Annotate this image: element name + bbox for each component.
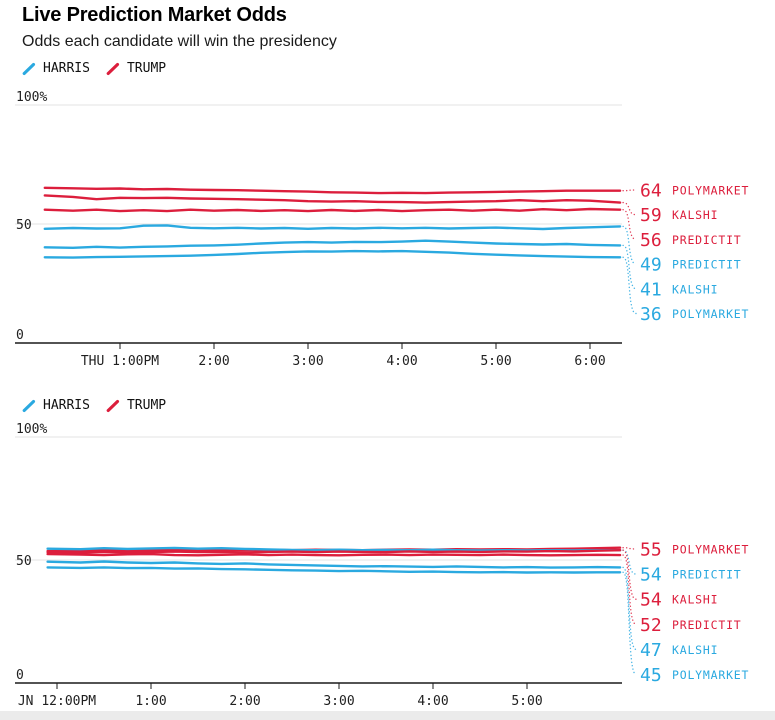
series-line-kalshi-trump	[46, 548, 622, 554]
market-name-label-predictit-harris: PREDICTIT	[672, 568, 742, 582]
market-name-label-kalshi-trump: KALSHI	[672, 593, 718, 607]
market-name-label-polymarket-trump: POLYMARKET	[672, 543, 749, 557]
x-tick-label: 3:00	[323, 694, 354, 709]
leader-line-polymarket-trump	[622, 547, 637, 550]
end-value-label-predictit-trump: 52	[640, 615, 662, 636]
leader-line-predictit-trump	[622, 209, 637, 241]
y-axis-label-0: 0	[16, 328, 24, 343]
harris-line-icon	[22, 62, 36, 75]
chart-top-prediction-odds: 100% 50 0 THU 1:00PM 2:00 3:00 4:00 5:00 6:00 64 P…	[15, 90, 749, 369]
end-value-label-polymarket-trump: 64	[640, 181, 662, 202]
x-tick-label: 2:00	[198, 354, 229, 369]
market-name-label-predictit-harris: PREDICTIT	[672, 258, 742, 272]
market-name-label-kalshi-harris: KALSHI	[672, 282, 718, 296]
y-axis-label-0: 0	[16, 668, 24, 683]
series-line-predictit-trump	[46, 552, 622, 557]
x-tick-label: 1:00	[135, 694, 166, 709]
end-value-label-kalshi-harris: 41	[640, 279, 662, 300]
leader-line-kalshi-trump	[622, 201, 637, 216]
x-tick-label: 2:00	[229, 694, 260, 709]
legend-label-harris: HARRIS	[43, 398, 90, 413]
legend-bottom-chart: HARRIS TRUMP	[22, 398, 166, 413]
footer-bar	[0, 711, 775, 720]
end-value-label-kalshi-trump: 59	[640, 205, 662, 226]
x-tick-label: JN 12:00PM	[18, 694, 96, 709]
harris-line-icon	[22, 399, 36, 412]
series-line-kalshi-harris	[46, 560, 622, 569]
y-axis-label-100: 100%	[16, 422, 47, 437]
series-line-kalshi-harris	[43, 239, 622, 250]
end-value-label-polymarket-trump: 55	[640, 540, 662, 561]
leader-line-polymarket-harris	[622, 571, 637, 676]
leader-line-kalshi-harris	[622, 566, 637, 651]
end-value-label-kalshi-trump: 54	[640, 590, 662, 611]
series-line-polymarket-trump	[43, 186, 622, 195]
legend-item-trump: TRUMP	[106, 398, 166, 413]
end-value-label-kalshi-harris: 47	[640, 640, 662, 661]
end-value-label-predictit-harris: 54	[640, 565, 662, 586]
series-line-predictit-harris	[43, 224, 622, 231]
series-line-polymarket-harris	[46, 566, 622, 574]
chart-bottom-prediction-odds: 100% 50 0 JN 12:00PM 1:00 2:00 3:00 4:00 5:00 55 P…	[15, 422, 749, 709]
legend-top-chart: HARRIS TRUMP	[22, 61, 166, 76]
legend-label-harris: HARRIS	[43, 61, 90, 76]
series-line-predictit-trump	[43, 207, 622, 213]
legend-label-trump: TRUMP	[126, 61, 167, 76]
end-value-label-polymarket-harris: 45	[640, 665, 662, 686]
x-tick-label: 6:00	[574, 354, 605, 369]
x-tick-label: 4:00	[417, 694, 448, 709]
x-tick-label: THU 1:00PM	[81, 354, 159, 369]
legend-item-trump: TRUMP	[106, 61, 166, 76]
market-name-label-kalshi-harris: KALSHI	[672, 643, 718, 657]
end-value-label-predictit-trump: 56	[640, 230, 662, 251]
market-name-label-predictit-trump: PREDICTIT	[672, 233, 742, 247]
page-subtitle: Odds each candidate will win the preside…	[22, 33, 337, 50]
series-line-polymarket-harris	[43, 249, 622, 259]
trump-line-icon	[106, 62, 120, 75]
market-name-label-polymarket-harris: POLYMARKET	[672, 307, 749, 321]
legend-item-harris: HARRIS	[22, 398, 90, 413]
leader-line-predictit-trump	[622, 554, 637, 625]
market-name-label-kalshi-trump: KALSHI	[672, 208, 718, 222]
page-title: Live Prediction Market Odds	[22, 4, 287, 26]
market-name-label-polymarket-harris: POLYMARKET	[672, 668, 749, 682]
trump-line-icon	[106, 399, 120, 412]
leader-line-polymarket-harris	[622, 256, 637, 315]
x-tick-label: 4:00	[386, 354, 417, 369]
y-axis-label-100: 100%	[16, 90, 47, 105]
end-value-label-predictit-harris: 49	[640, 255, 662, 276]
leader-line-predictit-harris	[622, 225, 637, 265]
end-value-label-polymarket-harris: 36	[640, 304, 662, 325]
legend-label-trump: TRUMP	[126, 398, 167, 413]
y-axis-label-50: 50	[16, 554, 32, 569]
market-name-label-predictit-trump: PREDICTIT	[672, 618, 742, 632]
x-tick-label: 5:00	[480, 354, 511, 369]
market-name-label-polymarket-trump: POLYMARKET	[672, 184, 749, 198]
leader-line-polymarket-trump	[622, 189, 637, 192]
leader-line-kalshi-harris	[622, 244, 637, 290]
legend-item-harris: HARRIS	[22, 61, 90, 76]
x-tick-label: 5:00	[511, 694, 542, 709]
leader-line-predictit-harris	[622, 549, 637, 575]
x-tick-label: 3:00	[292, 354, 323, 369]
series-line-kalshi-trump	[43, 194, 622, 204]
y-axis-label-50: 50	[16, 218, 32, 233]
